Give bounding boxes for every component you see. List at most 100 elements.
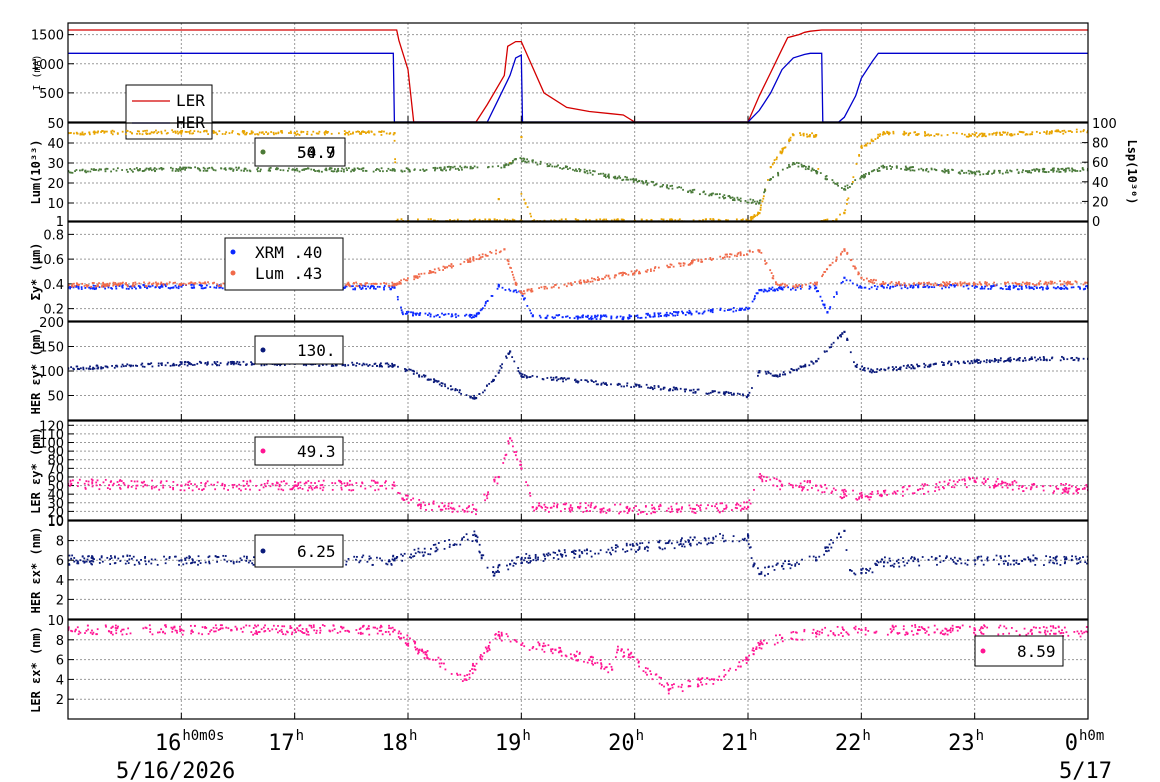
data-point: [391, 168, 394, 170]
data-point: [174, 281, 177, 284]
data-point: [1075, 356, 1078, 359]
data-point: [1075, 131, 1078, 133]
data-point: [682, 264, 685, 267]
data-point: [374, 481, 377, 484]
data-point: [377, 488, 380, 491]
data-point: [851, 282, 854, 285]
data-point: [698, 312, 701, 315]
data-point: [363, 131, 366, 133]
panel-frame: [67, 22, 1089, 123]
data-point: [1055, 485, 1057, 488]
data-point: [542, 560, 545, 562]
data-point: [819, 295, 822, 298]
data-point: [599, 316, 602, 319]
data-point: [368, 131, 370, 134]
data-point: [1018, 484, 1021, 487]
data-point: [772, 176, 774, 179]
data-point: [813, 169, 815, 171]
data-point: [551, 316, 554, 319]
data-point: [221, 482, 224, 485]
data-point: [235, 166, 238, 169]
data-point: [105, 284, 108, 287]
data-point: [76, 365, 79, 368]
data-point: [519, 372, 522, 375]
data-point: [68, 171, 71, 174]
data-point: [162, 282, 165, 285]
data-point: [180, 130, 183, 133]
data-point: [337, 167, 340, 170]
data-point: [556, 503, 559, 506]
data-point: [355, 285, 358, 287]
data-point: [784, 283, 786, 286]
data-point: [776, 283, 779, 286]
data-point: [978, 170, 980, 173]
data-point: [682, 262, 685, 265]
data-point: [1041, 168, 1044, 171]
data-point: [532, 314, 534, 317]
data-point: [889, 287, 891, 290]
data-point: [89, 287, 92, 290]
data-point: [1017, 487, 1020, 490]
data-point: [709, 309, 712, 311]
data-point: [825, 175, 828, 177]
data-point: [152, 131, 155, 134]
data-point: [359, 286, 361, 289]
data-point: [811, 487, 813, 489]
data-point: [948, 283, 951, 286]
data-point: [1028, 359, 1031, 361]
data-point: [739, 307, 741, 310]
data-point: [352, 131, 354, 134]
data-point: [107, 284, 109, 287]
data-point: [913, 556, 916, 559]
data-point: [579, 502, 582, 505]
data-point: [617, 219, 620, 221]
data-point: [1062, 488, 1065, 491]
data-point: [603, 218, 605, 221]
data-point: [523, 297, 526, 300]
data-point: [667, 542, 670, 544]
data-point: [676, 508, 678, 511]
data-point: [923, 131, 926, 133]
data-point: [917, 168, 920, 171]
data-point: [1036, 287, 1038, 290]
data-point: [712, 257, 715, 260]
data-point: [678, 186, 681, 188]
data-point: [427, 378, 430, 381]
data-point: [912, 560, 915, 563]
y-tick-label: 50: [47, 117, 64, 132]
data-point: [467, 260, 470, 262]
data-point: [1025, 487, 1028, 490]
data-point: [506, 259, 509, 262]
data-point: [322, 364, 324, 366]
data-point: [1038, 168, 1041, 171]
data-point: [122, 482, 125, 484]
data-point: [928, 364, 931, 367]
data-point: [985, 283, 988, 286]
data-point: [136, 480, 139, 483]
data-point: [1063, 284, 1066, 287]
data-point: [227, 361, 230, 364]
data-point: [89, 365, 91, 368]
data-point: [891, 285, 894, 288]
data-point: [745, 539, 748, 542]
data-point: [790, 288, 792, 291]
data-point: [975, 170, 978, 173]
data-point: [925, 168, 928, 170]
data-point: [179, 363, 181, 366]
data-point: [143, 480, 146, 483]
data-point: [762, 475, 765, 478]
data-point: [186, 131, 188, 133]
y-tick-label: 10: [47, 514, 64, 529]
data-point: [908, 167, 911, 170]
data-point: [116, 132, 119, 135]
data-point: [576, 380, 578, 383]
data-point: [813, 134, 815, 137]
data-point: [804, 365, 807, 368]
data-point: [764, 370, 767, 373]
data-point: [178, 563, 180, 566]
data-point: [340, 170, 343, 172]
data-point: [454, 388, 457, 390]
data-point: [602, 278, 605, 280]
data-point: [937, 133, 939, 136]
data-point: [74, 170, 76, 173]
